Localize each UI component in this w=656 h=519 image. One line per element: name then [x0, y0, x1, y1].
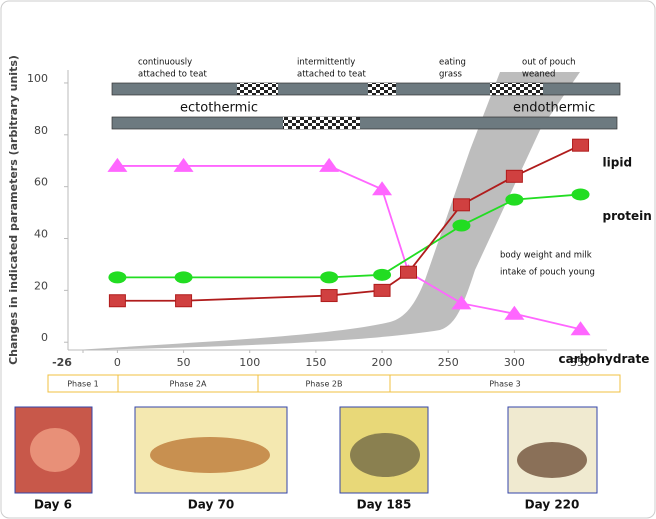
checker	[237, 83, 278, 95]
bar	[111, 116, 618, 130]
y-tick-label: 40	[34, 228, 48, 241]
phase-label: Phase 2A	[170, 380, 208, 389]
annotation: intermittently	[297, 58, 355, 68]
body-weight-band	[75, 72, 580, 350]
bar	[111, 82, 621, 96]
photo-caption: Day 6	[34, 498, 72, 512]
phase-label: Phase 3	[489, 380, 521, 389]
phase-box	[47, 374, 621, 393]
annotation: intake of pouch young	[500, 268, 595, 278]
marker	[319, 157, 340, 172]
checker	[368, 83, 396, 95]
marker	[505, 193, 524, 206]
y-tick-label: 80	[34, 124, 48, 137]
marker	[452, 219, 471, 232]
x-tick-label: 0	[114, 356, 121, 369]
y-tick-label: 60	[34, 176, 48, 189]
annotation: attached to teat	[297, 70, 366, 80]
x-tick-label: 250	[438, 356, 459, 369]
photo-caption: Day 70	[188, 498, 234, 512]
phase-row	[47, 374, 621, 393]
marker	[108, 271, 127, 284]
phase-label: Phase 2B	[305, 380, 342, 389]
marker	[505, 169, 523, 183]
marker	[452, 198, 470, 212]
marker	[174, 271, 193, 284]
annotation: body weight and milk	[500, 251, 592, 261]
x-tick-label: 50	[177, 356, 191, 369]
annotation: attached to teat	[138, 70, 207, 80]
photos	[14, 406, 598, 494]
photo-subject	[517, 442, 587, 478]
marker	[108, 294, 126, 308]
x-tick-label: 100	[239, 356, 260, 369]
series-label: lipid	[603, 156, 633, 170]
marker	[451, 295, 472, 310]
series-label: protein	[603, 209, 652, 223]
marker	[571, 188, 590, 201]
annotation: out of pouch	[522, 58, 576, 68]
marker	[570, 321, 591, 336]
checker	[490, 83, 543, 95]
x-tick-label: 150	[305, 356, 326, 369]
marker	[175, 294, 193, 308]
marker	[373, 283, 391, 297]
marker	[504, 305, 525, 320]
marker	[400, 265, 418, 279]
series-line	[117, 144, 581, 302]
x-tick-label: -26	[52, 356, 72, 369]
phase-label: Phase 1	[67, 380, 99, 389]
y-tick-label: 20	[34, 279, 48, 292]
marker	[173, 157, 194, 172]
y-tick-label: 100	[27, 72, 48, 85]
photo-subject	[30, 428, 80, 472]
y-axis-label: Changes in indicated parameters (arbitra…	[7, 55, 20, 365]
y-tick-label: 0	[41, 331, 48, 344]
annotation: ectothermic	[180, 101, 258, 116]
marker	[107, 157, 128, 172]
series-label: carbohydrate	[559, 352, 650, 366]
x-tick-label: 350	[570, 356, 591, 369]
marker	[373, 268, 392, 281]
checker	[283, 117, 360, 129]
annotation: eating	[439, 58, 466, 68]
annotation: continuously	[138, 58, 192, 68]
marker	[572, 138, 590, 152]
annotation: weaned	[522, 70, 555, 80]
x-tick-label: 300	[504, 356, 525, 369]
marker	[320, 289, 338, 303]
photo-caption: Day 185	[357, 498, 412, 512]
top-bars	[111, 82, 621, 130]
annotation: endothermic	[513, 101, 595, 116]
series-line	[117, 165, 581, 331]
marker	[372, 181, 393, 196]
photo-subject	[150, 437, 270, 473]
marker	[320, 271, 339, 284]
photo-caption: Day 220	[525, 498, 580, 512]
x-tick-label: 200	[372, 356, 393, 369]
annotation: grass	[439, 70, 463, 80]
photo-subject	[350, 433, 420, 477]
